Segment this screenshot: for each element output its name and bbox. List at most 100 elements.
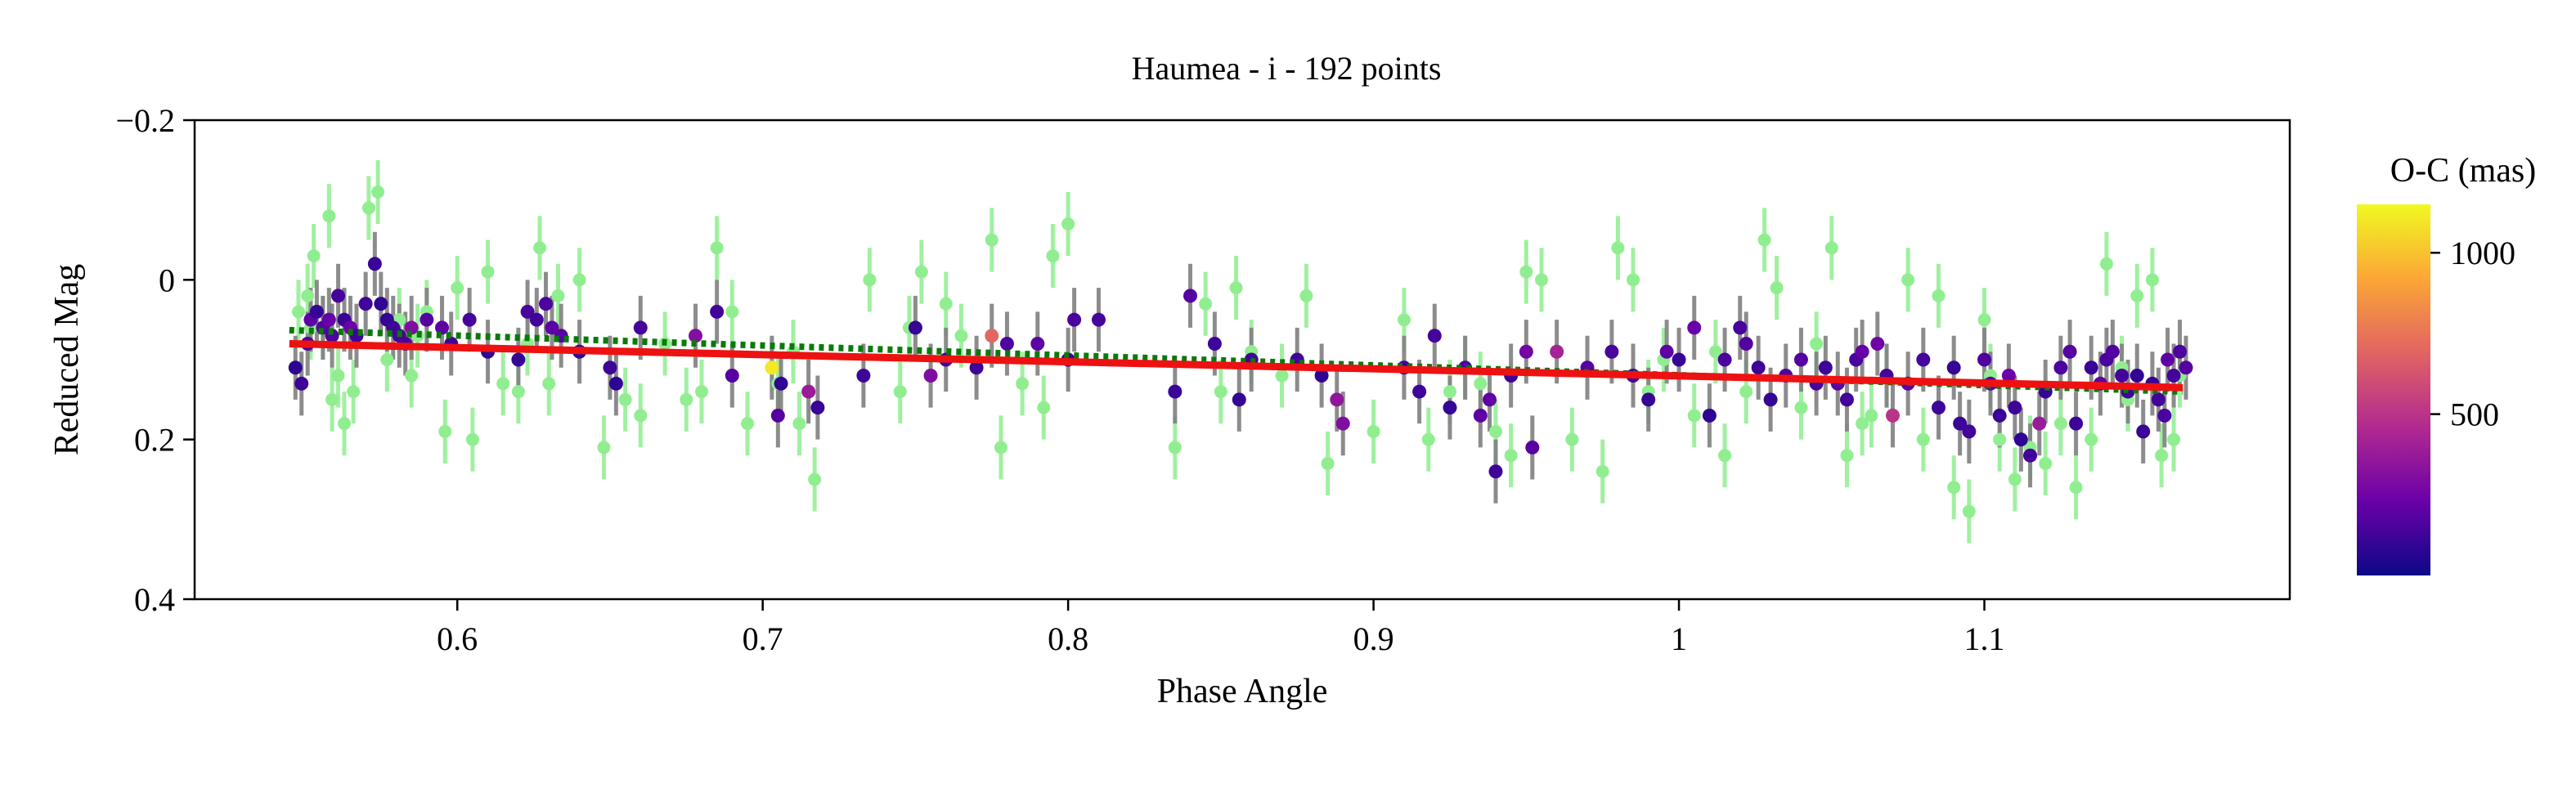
data-point bbox=[2151, 392, 2165, 407]
background-point bbox=[1199, 297, 1213, 311]
data-point bbox=[2053, 360, 2068, 375]
data-point bbox=[1207, 336, 1222, 351]
background-point bbox=[1488, 424, 1502, 438]
data-point bbox=[1855, 344, 1869, 359]
x-tick-label: 0.6 bbox=[437, 620, 478, 657]
data-point bbox=[603, 360, 617, 375]
background-point bbox=[2085, 432, 2098, 446]
colorbar-gradient bbox=[2357, 204, 2430, 575]
data-point bbox=[1946, 360, 1961, 375]
background-point bbox=[301, 289, 315, 302]
background-point bbox=[1474, 377, 1488, 391]
colorbar-tick-label: 500 bbox=[2450, 396, 2499, 433]
background-point bbox=[572, 273, 586, 287]
data-point bbox=[774, 376, 788, 391]
y-tick-label: 0.4 bbox=[134, 581, 175, 618]
background-point bbox=[1016, 377, 1030, 391]
data-point bbox=[374, 297, 388, 311]
data-point bbox=[529, 312, 544, 327]
fit-lines bbox=[289, 326, 2183, 396]
data-point bbox=[1067, 312, 1082, 327]
y-tick-label: 0 bbox=[159, 262, 175, 298]
data-point bbox=[294, 376, 309, 391]
data-point bbox=[688, 329, 702, 343]
data-point bbox=[1604, 344, 1619, 359]
background-point bbox=[1397, 313, 1411, 327]
background-point bbox=[1962, 504, 1976, 518]
background-point bbox=[1824, 241, 1838, 255]
background-point bbox=[322, 209, 336, 223]
background-point bbox=[1794, 401, 1808, 414]
background-point bbox=[361, 201, 375, 215]
data-point bbox=[1183, 289, 1198, 303]
y-tick-label: 0.2 bbox=[134, 422, 175, 459]
background-point bbox=[1840, 449, 1854, 463]
data-point bbox=[1687, 320, 1702, 335]
data-point bbox=[2179, 360, 2193, 375]
data-point bbox=[435, 320, 450, 335]
data-point bbox=[288, 360, 303, 375]
data-point bbox=[1314, 369, 1329, 383]
data-point bbox=[2115, 369, 2129, 383]
x-tick-label: 0.8 bbox=[1048, 620, 1088, 657]
background-point bbox=[405, 369, 419, 383]
data-point bbox=[2161, 352, 2175, 367]
background-point bbox=[1947, 481, 1961, 495]
background-point bbox=[863, 273, 877, 287]
background-point bbox=[740, 417, 754, 431]
data-point bbox=[710, 304, 725, 319]
background-point bbox=[1977, 313, 1991, 327]
background-point bbox=[325, 392, 339, 406]
data-point bbox=[2105, 344, 2120, 359]
background-point bbox=[1061, 217, 1075, 231]
data-point bbox=[2084, 360, 2098, 375]
background-point bbox=[1627, 273, 1640, 287]
background-point bbox=[808, 472, 822, 486]
background-points bbox=[291, 185, 2187, 518]
background-point bbox=[1519, 265, 1533, 279]
data-point bbox=[1818, 360, 1833, 375]
y-axis-ticks: −0.2 0 0.2 0.4 bbox=[115, 102, 195, 618]
background-point bbox=[2167, 432, 2181, 446]
data-point bbox=[1962, 424, 1977, 439]
background-point bbox=[2053, 417, 2067, 431]
background-point bbox=[1565, 432, 1579, 446]
data-point bbox=[1932, 401, 1946, 415]
background-point bbox=[1865, 409, 1878, 423]
background-point bbox=[680, 392, 693, 406]
data-point bbox=[1335, 416, 1350, 431]
data-point bbox=[2062, 344, 2077, 359]
x-axis-ticks: 0.6 0.7 0.8 0.9 1 1.1 bbox=[437, 599, 2005, 657]
data-point bbox=[908, 320, 922, 335]
background-point bbox=[291, 305, 305, 319]
background-point bbox=[1367, 424, 1380, 438]
data-point bbox=[1885, 408, 1900, 423]
data-point bbox=[1751, 360, 1766, 375]
chart-title: Haumea - i - 192 points bbox=[1132, 50, 1442, 87]
background-point bbox=[694, 385, 708, 399]
colorbar: O-C (mas) 500 1000 bbox=[2357, 152, 2536, 575]
y-axis-label: Reduced Mag bbox=[48, 264, 86, 455]
background-point bbox=[1916, 432, 1930, 446]
background-point bbox=[511, 385, 525, 399]
data-point bbox=[1519, 344, 1533, 359]
background-point bbox=[1168, 441, 1182, 454]
data-point bbox=[1672, 352, 1686, 367]
data-point bbox=[321, 312, 336, 327]
background-point bbox=[551, 289, 565, 302]
data-point bbox=[1412, 384, 1427, 399]
data-point bbox=[999, 336, 1014, 351]
data-point bbox=[331, 289, 346, 303]
data-point bbox=[2023, 448, 2038, 463]
data-point bbox=[1427, 329, 1442, 343]
data-point bbox=[1992, 408, 2007, 423]
data-point bbox=[1870, 336, 1885, 351]
background-point bbox=[1611, 241, 1625, 255]
background-point bbox=[331, 369, 345, 383]
background-point bbox=[618, 392, 632, 406]
data-point bbox=[358, 297, 373, 311]
data-point bbox=[2069, 416, 2084, 431]
background-point bbox=[338, 417, 351, 431]
background-point bbox=[533, 241, 547, 255]
background-point bbox=[1993, 432, 2007, 446]
